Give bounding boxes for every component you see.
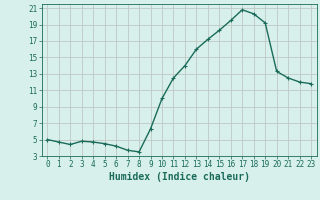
X-axis label: Humidex (Indice chaleur): Humidex (Indice chaleur): [109, 172, 250, 182]
